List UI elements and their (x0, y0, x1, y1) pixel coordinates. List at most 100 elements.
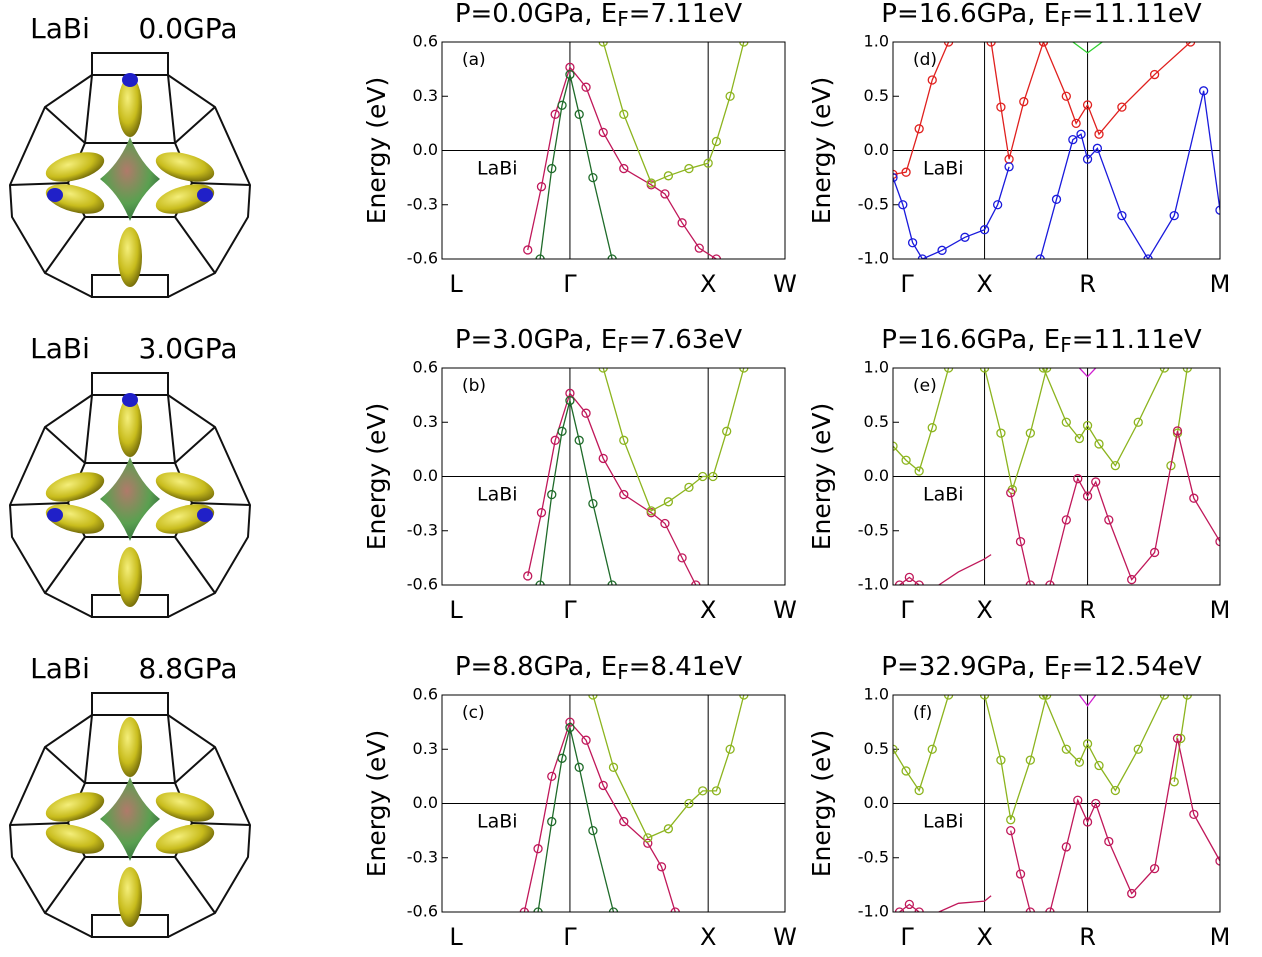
band (1072, 42, 1103, 54)
band-marker (588, 695, 598, 700)
y-tick-label: 0.3 (413, 739, 438, 758)
band-marker (565, 722, 575, 733)
band-marker (1076, 129, 1086, 139)
bz-edge (84, 394, 93, 464)
band-marker (703, 158, 713, 168)
band-marker (1068, 134, 1078, 145)
band-marker (565, 717, 575, 727)
annotation: LaBi (923, 158, 964, 180)
fermi-pocket (155, 824, 215, 854)
band-marker (607, 580, 617, 585)
band-marker (893, 441, 898, 451)
band-marker (598, 368, 608, 373)
y-axis-label: Energy (eV) (807, 730, 836, 877)
band-marker (914, 466, 924, 476)
band-marker (1149, 547, 1160, 558)
band-marker (1127, 888, 1137, 899)
bz-edge (44, 856, 86, 914)
title-part: F (1060, 660, 1072, 684)
band-marker (646, 506, 656, 516)
bz-edge (167, 74, 176, 144)
band-marker (698, 786, 708, 796)
fs-material: LaBi (30, 332, 90, 365)
band (1173, 695, 1188, 782)
band-marker (1117, 210, 1127, 221)
central-pocket (100, 137, 160, 221)
band-marker (588, 498, 598, 509)
bz-edge (9, 822, 69, 826)
band-marker (1015, 536, 1026, 547)
band-marker (1045, 580, 1055, 585)
band-marker (996, 755, 1006, 765)
fermi-pocket (118, 717, 142, 777)
band-marker (1042, 695, 1052, 700)
band-marker (608, 907, 619, 912)
title-part: =11.11eV (1072, 325, 1202, 355)
band-marker (739, 368, 749, 373)
bz-bottom-face (91, 594, 169, 618)
fermi-pocket (118, 547, 142, 607)
band-marker (677, 218, 687, 228)
y-tick-label: 0.0 (864, 140, 889, 159)
x-tick-label: X (700, 596, 716, 624)
band-marker (901, 455, 911, 465)
title-part: =7.63eV (629, 325, 743, 355)
band-marker (1025, 907, 1035, 912)
band (602, 42, 745, 184)
bands (893, 695, 1220, 912)
bz-edge (9, 182, 69, 186)
band-marker (1143, 254, 1153, 259)
band-marker (1061, 842, 1071, 852)
band-marker (1082, 739, 1093, 749)
band-marker (684, 798, 694, 809)
band-marker (901, 167, 911, 177)
y-tick-label: -0.6 (407, 902, 438, 921)
bz-edge (44, 216, 86, 274)
title-part: P=16.6GPa, E (881, 0, 1060, 29)
band (938, 895, 992, 912)
bz-edge (174, 856, 216, 914)
band-marker (557, 100, 567, 110)
band-marker (1149, 69, 1160, 80)
band-marker (943, 368, 954, 373)
y-tick-label: 0.3 (413, 86, 438, 105)
band-marker (1092, 143, 1103, 153)
band-marker (1133, 744, 1143, 754)
y-tick-label: -0.6 (407, 575, 438, 594)
bz-edge (191, 182, 251, 186)
pocket-cap (197, 508, 213, 522)
band-marker (1004, 162, 1014, 172)
fermi-pocket (118, 77, 142, 137)
plot-frame (892, 694, 1221, 913)
band-marker (1025, 580, 1035, 585)
x-tick-label: X (700, 923, 716, 951)
band-marker (893, 744, 898, 754)
band-marker (914, 580, 924, 585)
band-marker (979, 368, 990, 373)
band-marker (1035, 254, 1045, 259)
band-marker (619, 109, 629, 119)
x-tick-label: W (773, 923, 797, 951)
band-marker (1051, 194, 1062, 204)
band-marker (581, 735, 591, 745)
fermi-pocket (118, 867, 142, 927)
band-marker (904, 572, 914, 583)
band (537, 727, 615, 912)
y-tick-label: -0.3 (407, 847, 438, 866)
band-marker (1094, 760, 1104, 771)
panel-label: (d) (913, 50, 937, 70)
band-marker (536, 182, 547, 192)
band-marker (581, 408, 591, 418)
band (1042, 42, 1192, 136)
y-tick-label: 0.5 (864, 412, 889, 431)
fermi-pocket (155, 792, 215, 822)
band-marker (1159, 368, 1170, 373)
fermi-pocket (45, 152, 105, 182)
annotation: LaBi (923, 484, 964, 506)
band-marker (1215, 205, 1220, 215)
y-tick-label: 0.5 (864, 86, 889, 105)
band (527, 65, 717, 259)
band-marker (1074, 757, 1085, 767)
bz-edge (174, 426, 216, 464)
